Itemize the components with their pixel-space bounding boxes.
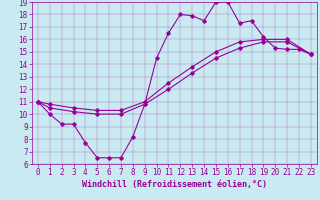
X-axis label: Windchill (Refroidissement éolien,°C): Windchill (Refroidissement éolien,°C): [82, 180, 267, 189]
